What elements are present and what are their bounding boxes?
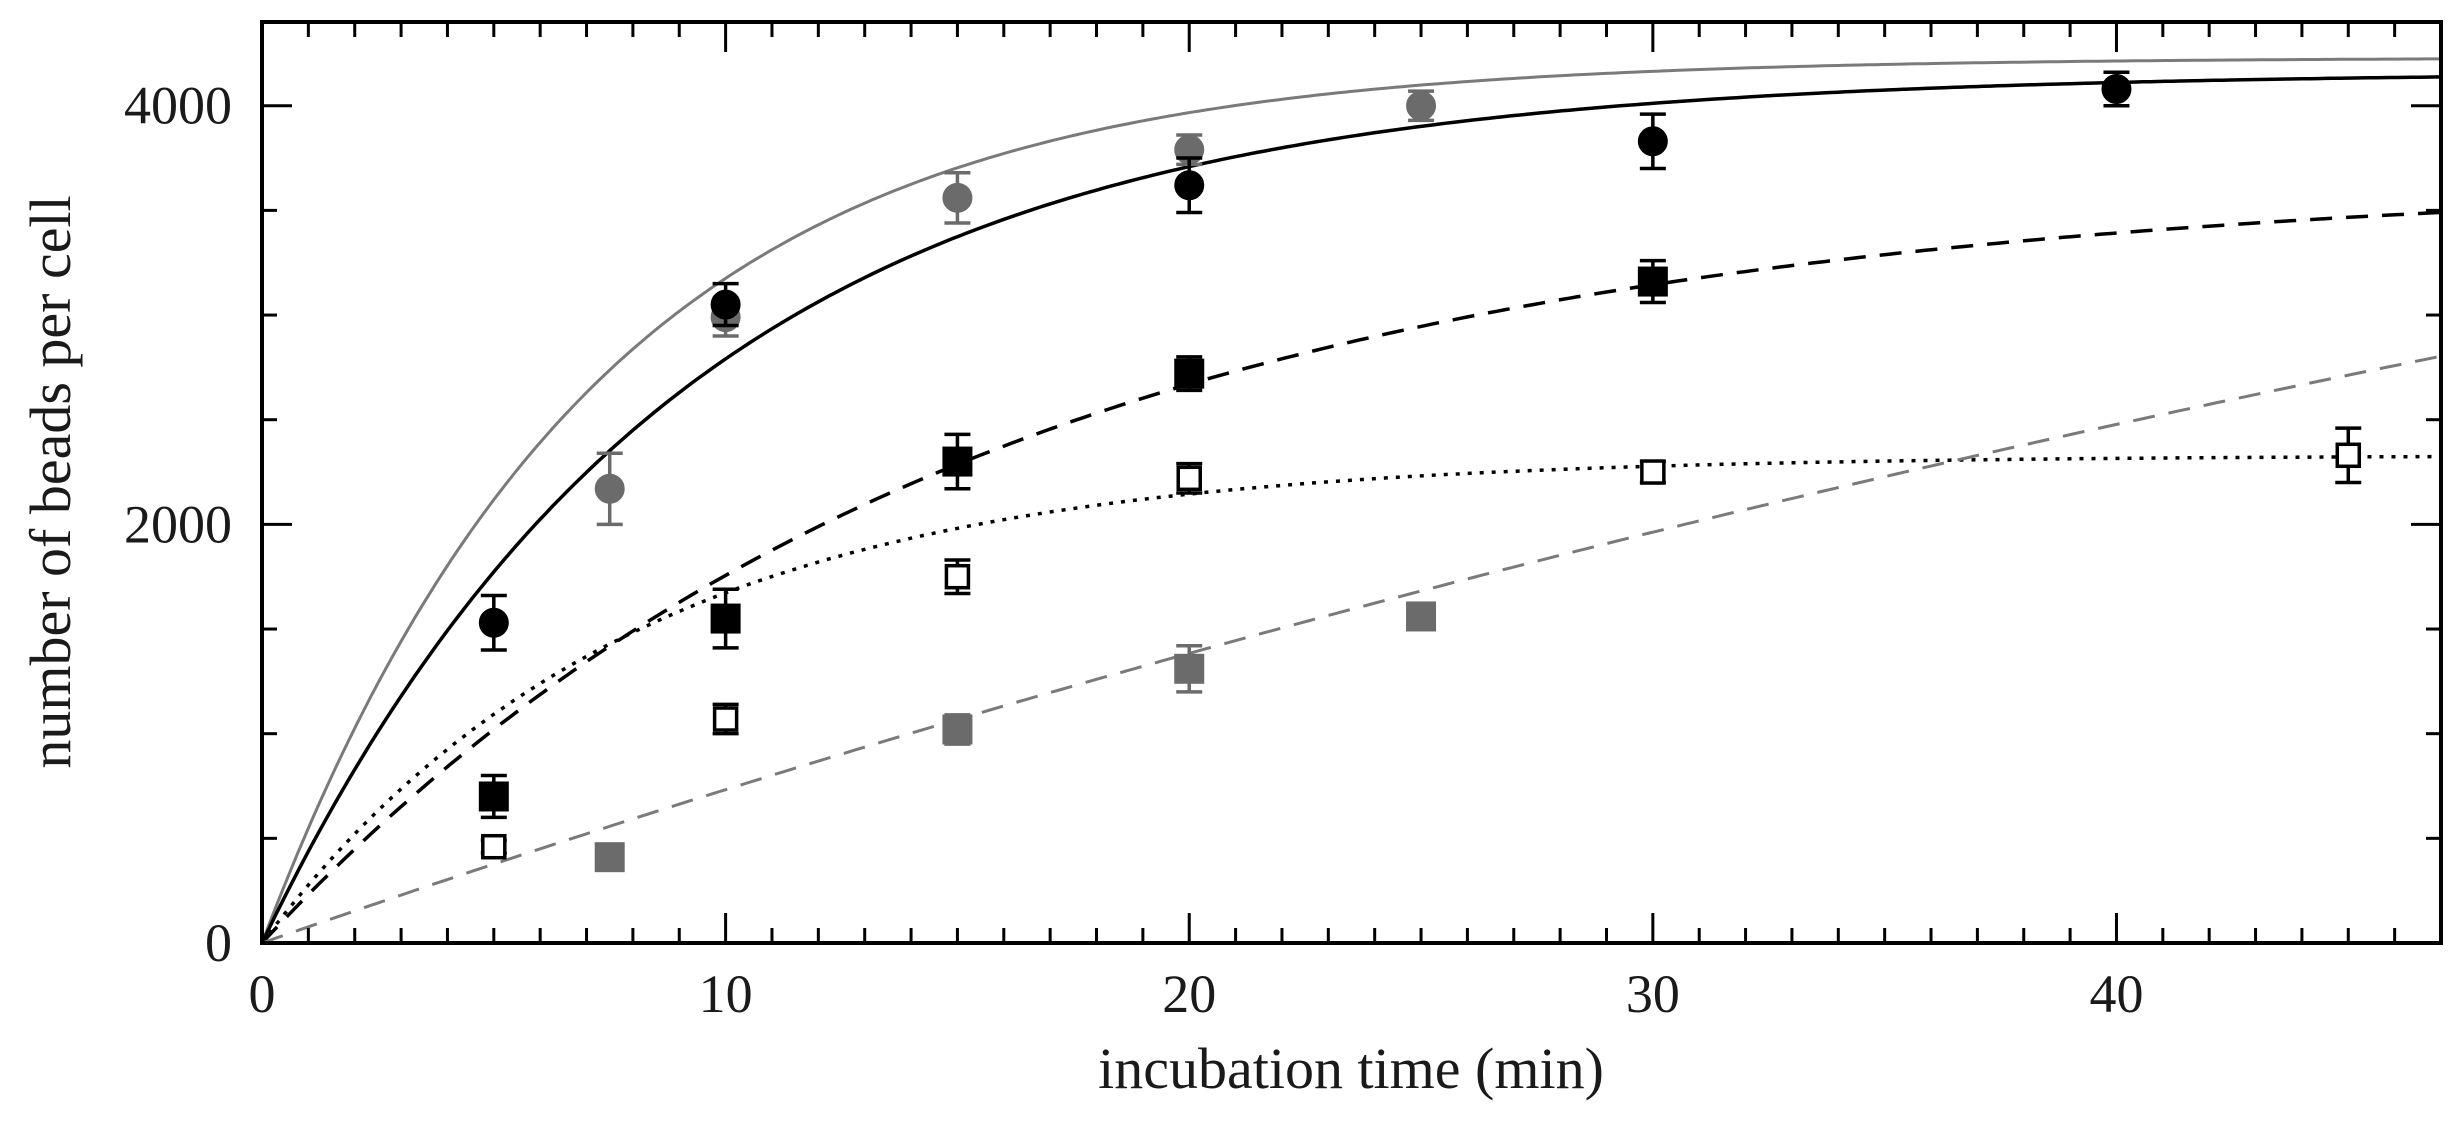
y-axis-title: number of beads per cell	[18, 195, 83, 768]
data-point	[478, 781, 509, 812]
plot-frame	[260, 20, 2443, 945]
x-tick-label: 40	[2089, 964, 2143, 1024]
data-point	[1406, 90, 1437, 121]
data-point	[2335, 442, 2362, 469]
y-tick-label: 2000	[124, 494, 232, 554]
data-point	[942, 182, 973, 213]
data-point	[1176, 465, 1202, 492]
data-point	[1637, 126, 1668, 157]
fit-curve	[260, 57, 2441, 944]
data-point	[481, 833, 507, 860]
data-point	[1174, 170, 1205, 201]
fit-curve	[260, 454, 2441, 945]
data-point	[594, 842, 625, 873]
data-point	[944, 563, 971, 590]
x-tick-label: 30	[1626, 964, 1680, 1024]
data-point	[710, 603, 741, 634]
data-point	[1174, 653, 1205, 684]
fit-curve	[260, 75, 2442, 944]
x-tick-label: 20	[1162, 964, 1216, 1024]
data-point	[1640, 459, 1666, 485]
y-tick-label: 0	[205, 913, 232, 973]
x-tick-label: 0	[249, 964, 276, 1024]
data-point	[2101, 73, 2132, 104]
data-point	[712, 706, 739, 732]
data-point	[942, 446, 973, 477]
data-point	[1174, 358, 1205, 389]
data-point	[478, 607, 509, 638]
x-tick-label: 10	[699, 964, 753, 1024]
y-tick-label: 4000	[124, 76, 232, 136]
data-point	[594, 473, 625, 504]
fit-curve	[261, 354, 2442, 945]
data-point	[1637, 266, 1668, 297]
x-axis-title: incubation time (min)	[1098, 1036, 1604, 1101]
data-point	[1406, 601, 1437, 632]
data-point	[942, 714, 973, 745]
data-point	[710, 289, 741, 320]
